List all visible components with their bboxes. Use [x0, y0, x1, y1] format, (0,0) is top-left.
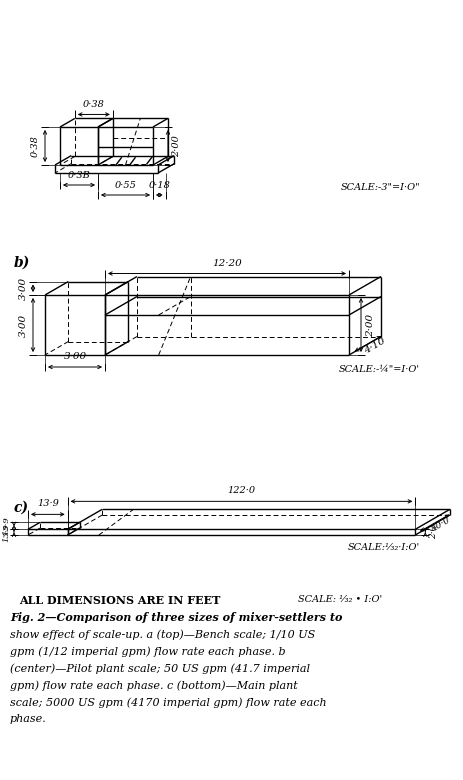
- Text: SCALE: ¹⁄₃₂ • I:O': SCALE: ¹⁄₃₂ • I:O': [298, 595, 382, 604]
- Text: 12·20: 12·20: [212, 258, 242, 268]
- Text: 0·3B: 0·3B: [68, 171, 90, 180]
- Text: 13·9: 13·9: [37, 499, 59, 509]
- Text: 122·0: 122·0: [227, 487, 256, 495]
- Text: 13·9: 13·9: [2, 516, 10, 535]
- Text: 2·0: 2·0: [429, 525, 438, 539]
- Text: scale; 5000 US gpm (4170 imperial gpm) flow rate each: scale; 5000 US gpm (4170 imperial gpm) f…: [10, 697, 326, 707]
- Text: phase.: phase.: [10, 714, 47, 724]
- Text: 4·10: 4·10: [363, 336, 387, 356]
- Text: SCALE:¹⁄₃₂·I:O': SCALE:¹⁄₃₂·I:O': [348, 543, 420, 552]
- Text: 2·00: 2·00: [172, 135, 181, 157]
- Text: 0·38: 0·38: [83, 101, 105, 109]
- Text: SCALE:-3"=I·O": SCALE:-3"=I·O": [340, 183, 420, 192]
- Text: 13·9: 13·9: [2, 523, 10, 541]
- Text: SCALE:-¼"=I·O': SCALE:-¼"=I·O': [339, 365, 420, 374]
- Text: gpm (1/12 imperial gpm) flow rate each phase. b: gpm (1/12 imperial gpm) flow rate each p…: [10, 646, 286, 657]
- Text: b): b): [14, 256, 31, 270]
- Text: 3·00: 3·00: [19, 314, 28, 336]
- Text: 2·00: 2·00: [366, 314, 375, 336]
- Text: c): c): [14, 500, 29, 514]
- Text: 0·18: 0·18: [148, 181, 170, 190]
- Text: 0·55: 0·55: [114, 181, 137, 190]
- Text: 3·00: 3·00: [63, 352, 87, 361]
- Text: gpm) flow rate each phase. c (bottom)—Main plant: gpm) flow rate each phase. c (bottom)—Ma…: [10, 680, 298, 690]
- Text: Fig. 2—Comparison of three sizes of mixer-settlers to: Fig. 2—Comparison of three sizes of mixe…: [10, 612, 342, 623]
- Text: 3·00: 3·00: [19, 277, 28, 300]
- Text: (center)—Pilot plant scale; 50 US gpm (41.7 imperial: (center)—Pilot plant scale; 50 US gpm (4…: [10, 663, 310, 674]
- Text: 0·38: 0·38: [31, 135, 40, 157]
- Text: show effect of scale-up. a (top)—Bench scale; 1/10 US: show effect of scale-up. a (top)—Bench s…: [10, 629, 315, 640]
- Text: ALL DIMENSIONS ARE IN FEET: ALL DIMENSIONS ARE IN FEET: [19, 595, 221, 606]
- Text: 40·0: 40·0: [430, 516, 451, 534]
